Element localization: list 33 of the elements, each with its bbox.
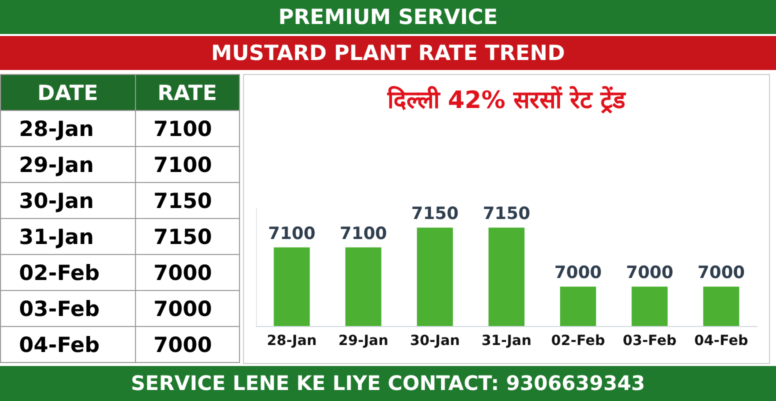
category-label: 30-Jan: [0, 182, 136, 218]
x-tick-label: 02-Feb: [551, 333, 605, 349]
data-label: 7000: [626, 263, 674, 284]
category-label: 03-Feb: [0, 290, 136, 326]
data-label: 7150: [135, 182, 240, 218]
x-tick-label: 31-Jan: [482, 333, 532, 349]
data-label: 7150: [135, 218, 240, 254]
x-tick-label: 29-Jan: [338, 333, 388, 349]
text: RATE: [135, 74, 240, 110]
x-tick-label: 28-Jan: [266, 333, 317, 349]
data-label: 7000: [554, 263, 602, 284]
text: DATE: [0, 74, 136, 110]
data-label: 7000: [135, 254, 240, 290]
data-label: 7000: [135, 326, 240, 362]
chart-subtitle: दिल्ली 42% सरसों रेट ट्रेंड: [386, 86, 626, 114]
category-label: 02-Feb: [0, 254, 136, 290]
x-tick-label: 03-Feb: [622, 333, 677, 349]
data-label: 7100: [340, 224, 388, 244]
text: SERVICE LENE KE LIYE CONTACT: 9306639343: [0, 366, 776, 401]
data-label: 7100: [135, 146, 240, 182]
category-label: 31-Jan: [0, 218, 136, 254]
data-label: 7000: [698, 263, 746, 284]
data-label: 7100: [135, 110, 240, 146]
data-label: 7100: [268, 224, 316, 244]
text: PREMIUM SERVICE: [0, 0, 776, 34]
chart-title: MUSTARD PLANT RATE TREND: [0, 36, 776, 70]
x-tick-label: 04-Feb: [694, 333, 748, 349]
category-label: 28-Jan: [0, 110, 136, 146]
data-label: 7150: [482, 204, 530, 224]
data-label: 7000: [135, 290, 240, 326]
x-tick-label: 30-Jan: [410, 333, 460, 349]
data-label: 7150: [411, 204, 459, 224]
category-label: 29-Jan: [0, 146, 136, 182]
